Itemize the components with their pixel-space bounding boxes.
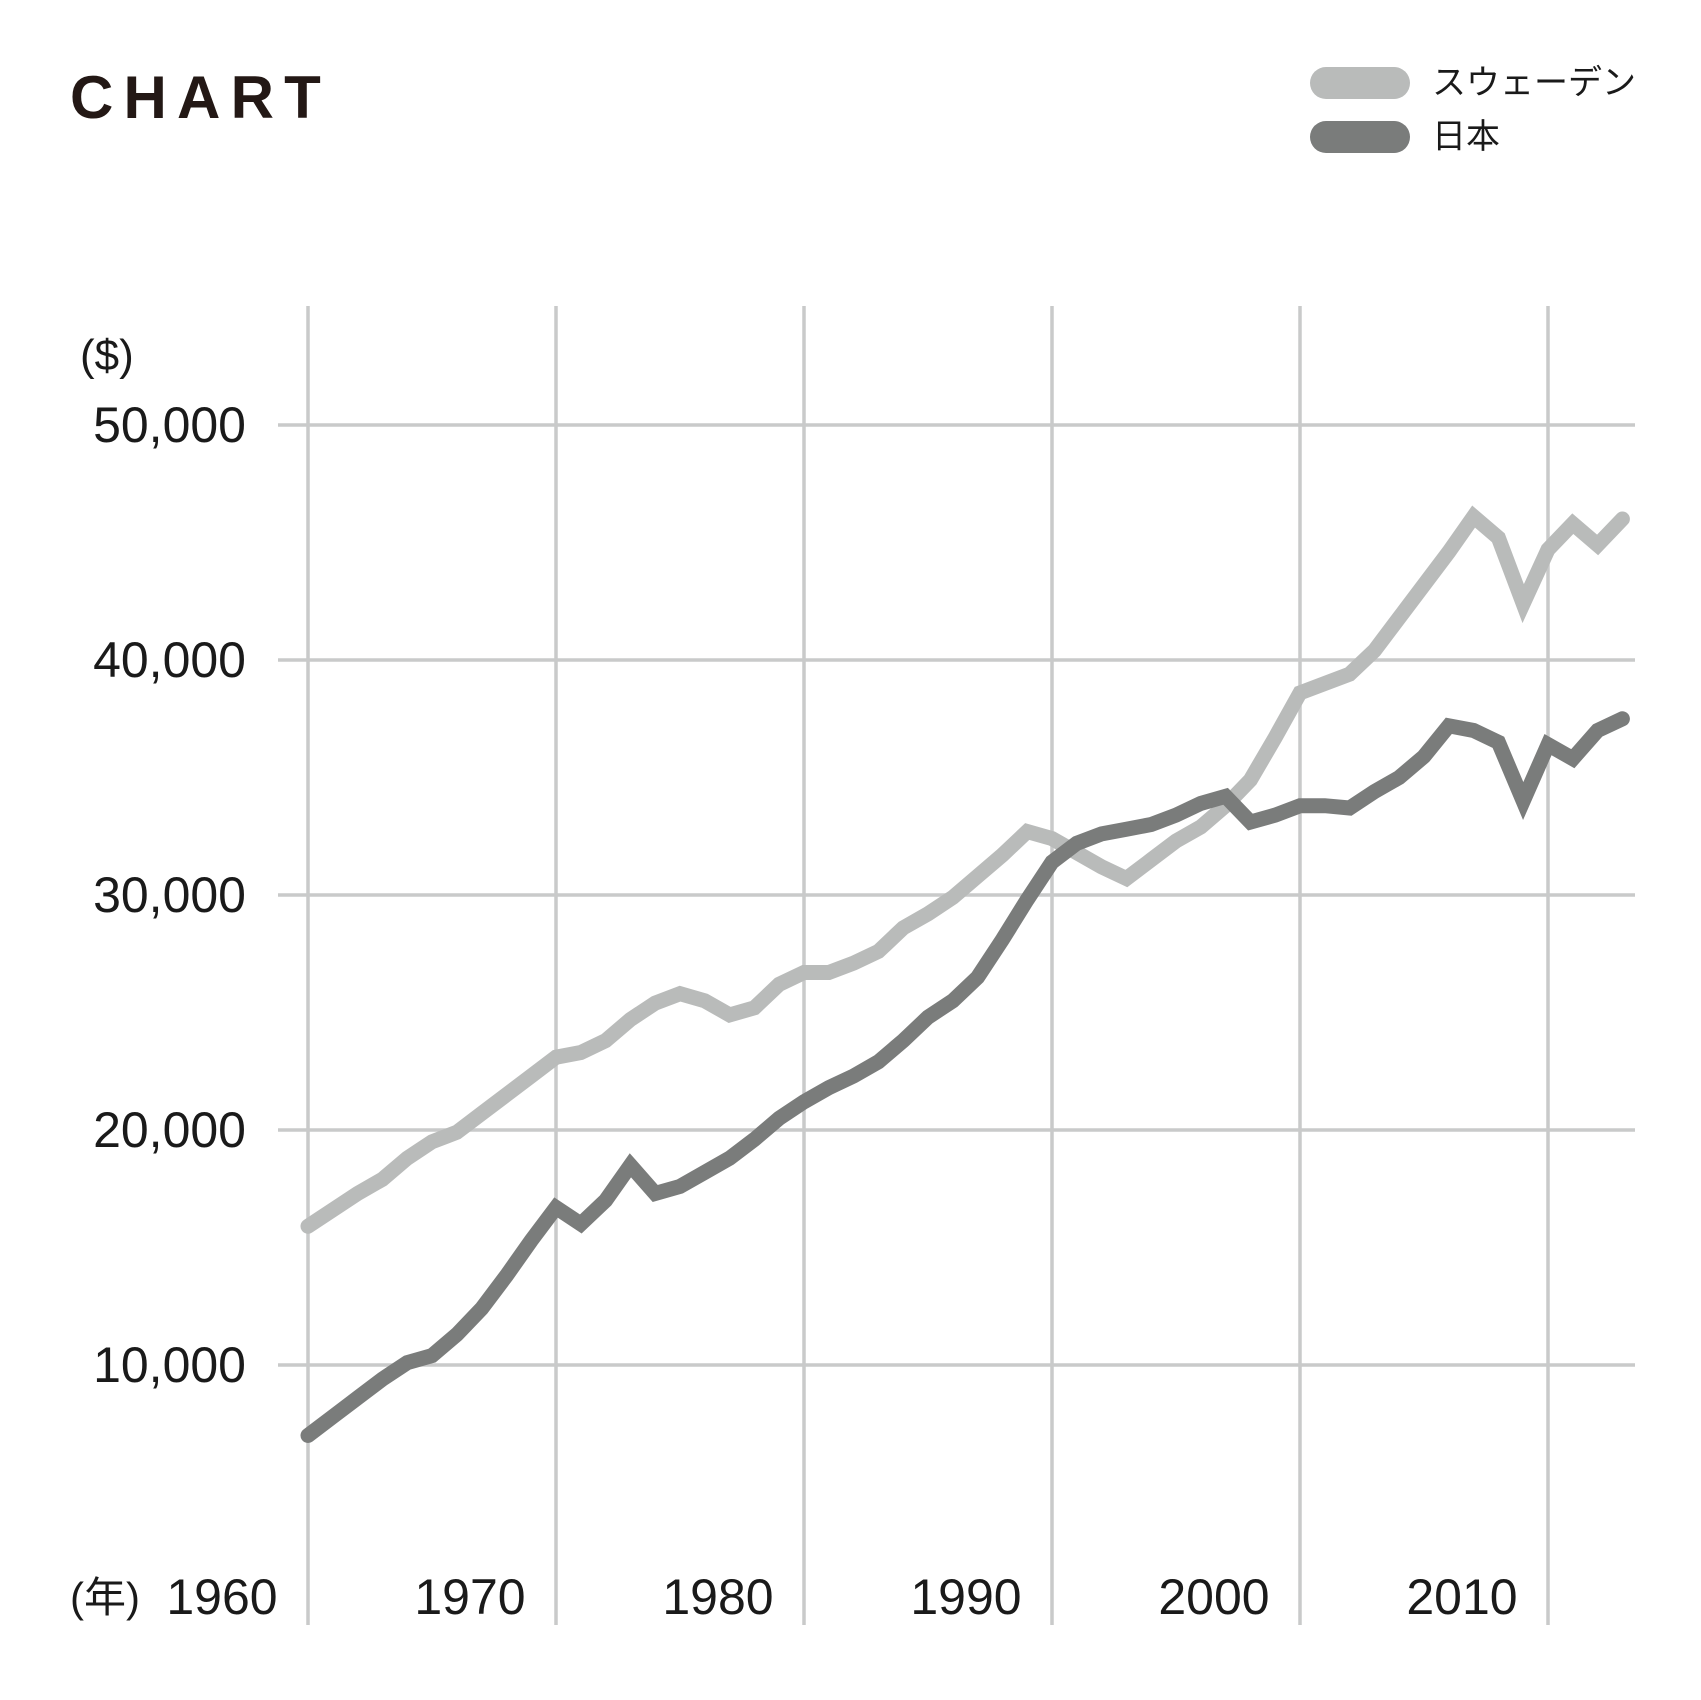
x-tick-label-1960: 1960 [166,1569,277,1625]
legend-swatch-japan [1310,121,1410,153]
legend-item-japan: 日本 [1310,120,1690,154]
x-tick-label-1990: 1990 [910,1569,1021,1625]
legend-item-sweden: スウェーデン [1310,66,1690,100]
y-tick-label-20000: 20,000 [93,1102,246,1158]
x-tick-label-2010: 2010 [1406,1569,1517,1625]
x-axis-unit-label: (年) [70,1574,140,1621]
chart-logo: CHART [70,64,331,131]
x-tick-label-2000: 2000 [1158,1569,1269,1625]
legend-label-japan: 日本 [1432,118,1500,156]
legend-label-sweden: スウェーデン [1432,64,1636,102]
x-tick-label-1970: 1970 [414,1569,525,1625]
legend-swatch-sweden [1310,67,1410,99]
series-line-japan [300,711,1630,1443]
y-tick-label-10000: 10,000 [93,1337,246,1393]
legend: スウェーデン 日本 [1310,66,1690,154]
y-tick-label-40000: 40,000 [93,632,246,688]
y-axis-unit-label: ($) [80,331,134,380]
series-line-sweden [300,505,1630,1234]
y-tick-label-50000: 50,000 [93,397,246,453]
y-tick-label-30000: 30,000 [93,867,246,923]
x-tick-label-1980: 1980 [662,1569,773,1625]
